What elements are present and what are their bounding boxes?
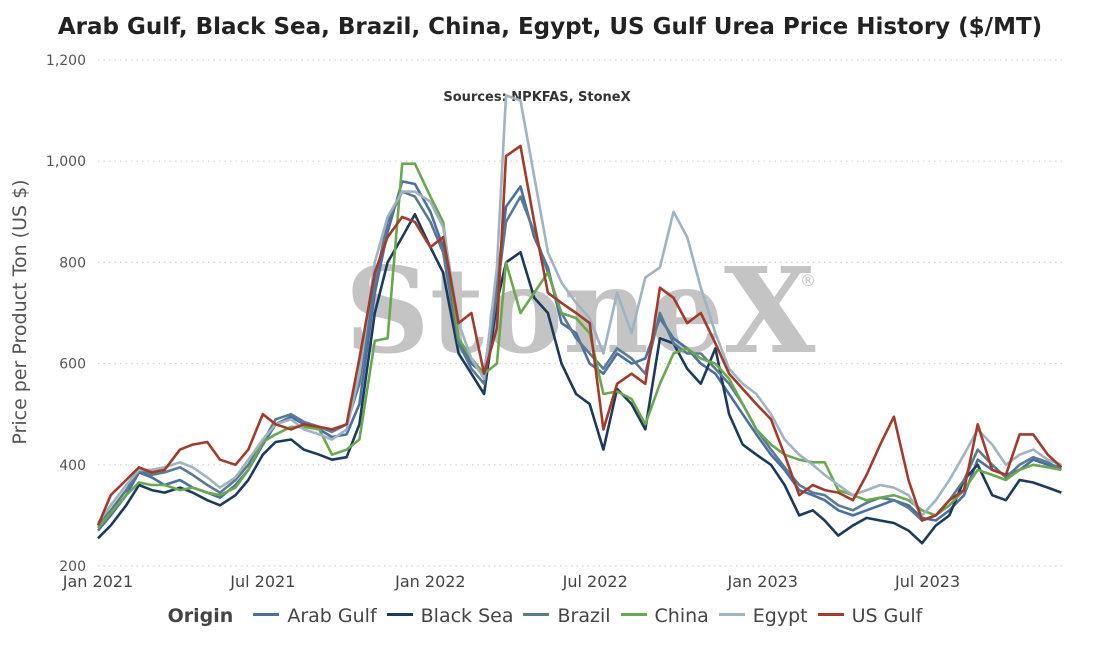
x-tick-label: Jul 2022	[562, 572, 628, 591]
series-line-us-gulf	[96, 144, 1063, 527]
grid	[98, 59, 1066, 567]
series-line-china	[97, 162, 1062, 529]
legend-item-arab-gulf[interactable]: Arab Gulf	[253, 605, 377, 627]
y-tick-label: 400	[59, 458, 86, 474]
legend-swatch	[523, 613, 550, 616]
series-lines	[96, 94, 1063, 545]
legend-swatch	[817, 613, 844, 616]
legend-swatch	[253, 613, 280, 616]
legend-title: Origin	[167, 605, 234, 627]
x-tick-label: Jan 2023	[727, 572, 798, 591]
chart-subtitle: Sources: NPKFAS, StoneX	[443, 90, 630, 105]
watermark: StoneX	[345, 241, 816, 380]
legend-swatch	[620, 613, 647, 616]
y-tick-label: 1,200	[46, 53, 86, 69]
legend-item-egypt[interactable]: Egypt	[718, 605, 808, 627]
legend-label: China	[654, 605, 709, 627]
y-tick-label: 200	[59, 559, 86, 575]
x-tick-label: Jan 2022	[394, 572, 465, 591]
watermark-registered-mark: ®	[800, 271, 816, 290]
legend-item-china[interactable]: China	[620, 605, 709, 627]
x-tick-label: Jul 2021	[229, 572, 295, 591]
y-axis: 200 400 600 800 1,000 1,200	[46, 53, 86, 575]
x-tick-label: Jul 2023	[894, 572, 960, 591]
y-tick-label: 600	[59, 357, 86, 373]
legend-label: US Gulf	[851, 605, 923, 627]
series-line-egypt	[96, 94, 1062, 524]
y-axis-label: Price per Product Ton (US $)	[9, 179, 31, 444]
x-tick-label: Jan 2021	[62, 572, 133, 591]
legend-swatch	[386, 613, 413, 616]
y-tick-label: 800	[59, 255, 86, 271]
legend-item-black-sea[interactable]: Black Sea	[386, 605, 514, 627]
legend-label: Black Sea	[420, 605, 514, 627]
legend-label: Egypt	[752, 605, 808, 627]
series-line-black-sea	[97, 213, 1062, 545]
x-axis: Jan 2021 Jul 2021 Jan 2022 Jul 2022 Jan 2023…	[62, 572, 960, 591]
legend-swatch	[718, 613, 745, 616]
legend-item-us-gulf[interactable]: US Gulf	[817, 605, 923, 627]
legend-item-brazil[interactable]: Brazil	[523, 605, 611, 627]
legend: Origin Arab Gulf Black Sea Brazil China Egyp…	[0, 605, 1100, 627]
legend-label: Brazil	[557, 605, 611, 627]
y-tick-label: 1,000	[46, 154, 86, 170]
chart-title: Arab Gulf, Black Sea, Brazil, China, Egy…	[57, 14, 1043, 40]
legend-label: Arab Gulf	[287, 605, 377, 627]
